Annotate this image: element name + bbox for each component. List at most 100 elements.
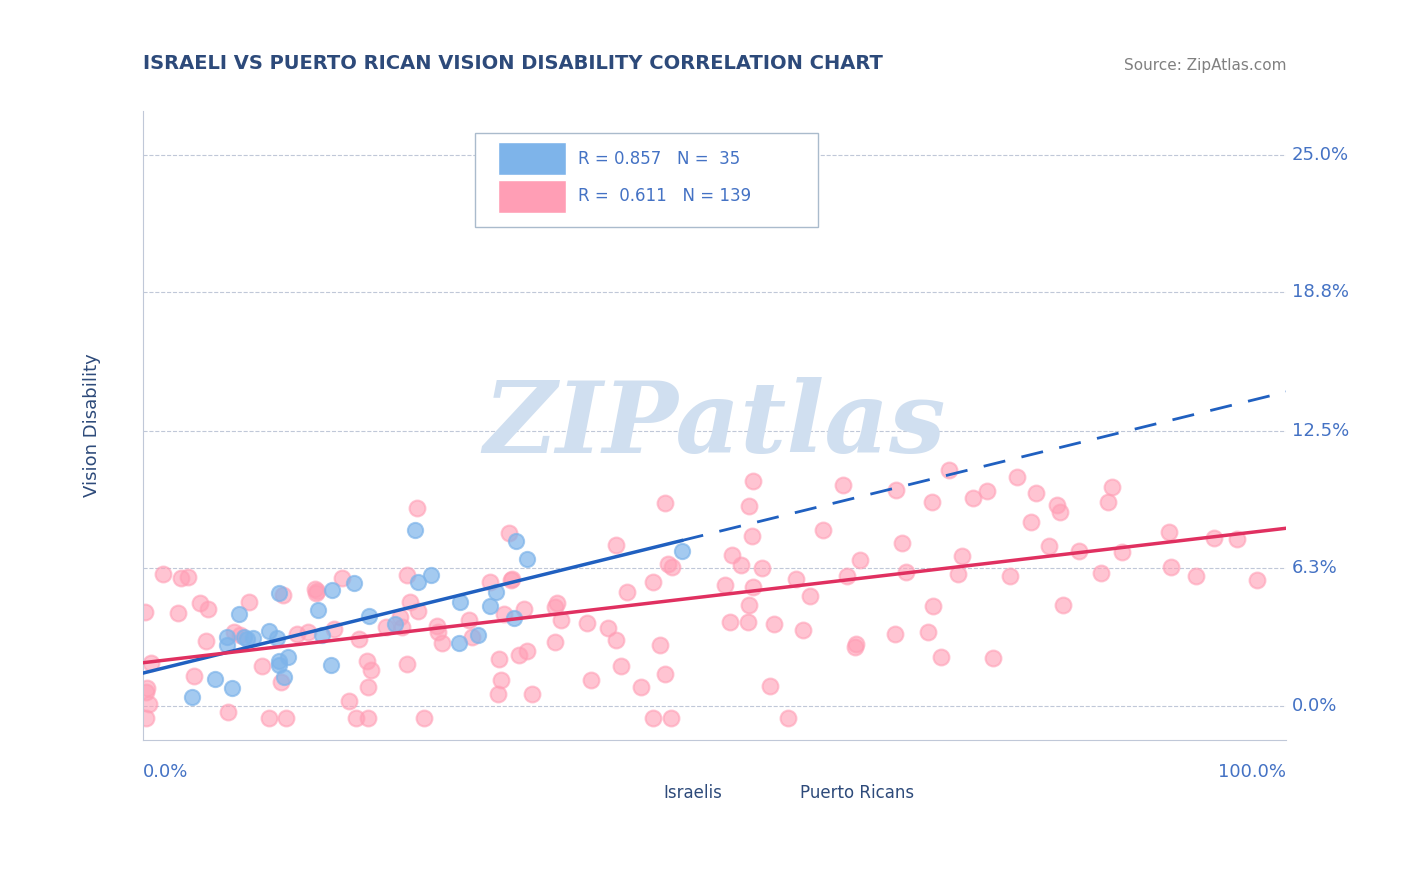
Point (741, 529, 763, 543)
Point (357, 710, 380, 724)
Point (831, 478, 853, 492)
Point (404, 523, 426, 537)
Point (835, 569, 858, 583)
Point (1185, 569, 1208, 583)
Point (235, 632, 257, 646)
Point (890, 536, 912, 550)
Point (356, 654, 378, 668)
Point (267, 585, 290, 599)
Text: R =  0.611   N = 139: R = 0.611 N = 139 (578, 187, 751, 205)
Point (737, 615, 759, 630)
Point (718, 615, 741, 630)
Point (1101, 480, 1123, 494)
Point (305, 586, 328, 600)
Point (419, 568, 441, 582)
Point (776, 710, 799, 724)
Point (374, 620, 396, 634)
Point (426, 619, 449, 633)
Point (478, 599, 501, 613)
Point (758, 679, 780, 693)
Point (610, 659, 633, 673)
Point (844, 640, 866, 655)
Point (508, 648, 530, 662)
Point (513, 601, 536, 615)
Point (616, 585, 638, 599)
Point (339, 694, 361, 708)
Point (183, 669, 205, 683)
Point (1000, 569, 1022, 583)
Point (242, 632, 264, 646)
Point (277, 650, 299, 665)
Point (274, 710, 297, 724)
Point (886, 483, 908, 497)
Point (323, 622, 346, 636)
Point (811, 523, 834, 537)
Text: 18.8%: 18.8% (1292, 283, 1348, 301)
Point (1067, 544, 1090, 558)
Point (962, 491, 984, 505)
Point (981, 651, 1004, 665)
Point (498, 525, 520, 540)
Point (720, 548, 742, 562)
Point (1226, 532, 1249, 546)
Point (845, 637, 868, 651)
Point (785, 572, 807, 586)
Point (751, 561, 773, 575)
Text: 6.3%: 6.3% (1292, 558, 1337, 576)
Point (319, 657, 342, 672)
Point (238, 595, 260, 609)
FancyBboxPatch shape (498, 143, 567, 175)
Point (467, 628, 489, 642)
Point (671, 544, 693, 558)
Point (135, 710, 157, 724)
Point (406, 575, 429, 590)
Point (792, 623, 814, 637)
Point (516, 644, 538, 658)
Point (738, 499, 761, 513)
Point (343, 576, 366, 591)
Point (505, 534, 527, 549)
Point (630, 680, 652, 694)
Point (1049, 505, 1071, 519)
Point (1052, 598, 1074, 612)
Point (1090, 566, 1112, 580)
Point (267, 658, 290, 673)
Point (449, 635, 471, 649)
Point (221, 681, 243, 695)
Point (330, 571, 353, 585)
Point (399, 595, 422, 609)
Point (167, 607, 190, 621)
Point (596, 621, 619, 635)
Point (486, 687, 509, 701)
Point (232, 630, 254, 644)
Point (763, 617, 786, 632)
Point (643, 574, 665, 589)
Point (188, 596, 211, 610)
Point (1111, 545, 1133, 559)
Point (217, 638, 239, 652)
Text: 12.5%: 12.5% (1292, 422, 1350, 440)
Point (1005, 470, 1028, 484)
Point (922, 599, 945, 613)
Point (657, 557, 679, 571)
Point (180, 690, 202, 705)
Point (217, 705, 239, 719)
Point (849, 552, 872, 566)
Point (659, 710, 682, 724)
Point (305, 583, 328, 598)
Point (1025, 486, 1047, 500)
Point (946, 566, 969, 581)
Point (485, 585, 508, 599)
Point (950, 549, 973, 564)
Point (938, 462, 960, 476)
Point (360, 663, 382, 677)
Point (139, 656, 162, 670)
Point (311, 628, 333, 642)
Point (1046, 498, 1069, 512)
Point (228, 607, 250, 621)
Point (389, 610, 412, 624)
Point (896, 565, 918, 579)
Point (738, 599, 761, 613)
Point (250, 658, 273, 673)
Point (197, 601, 219, 615)
